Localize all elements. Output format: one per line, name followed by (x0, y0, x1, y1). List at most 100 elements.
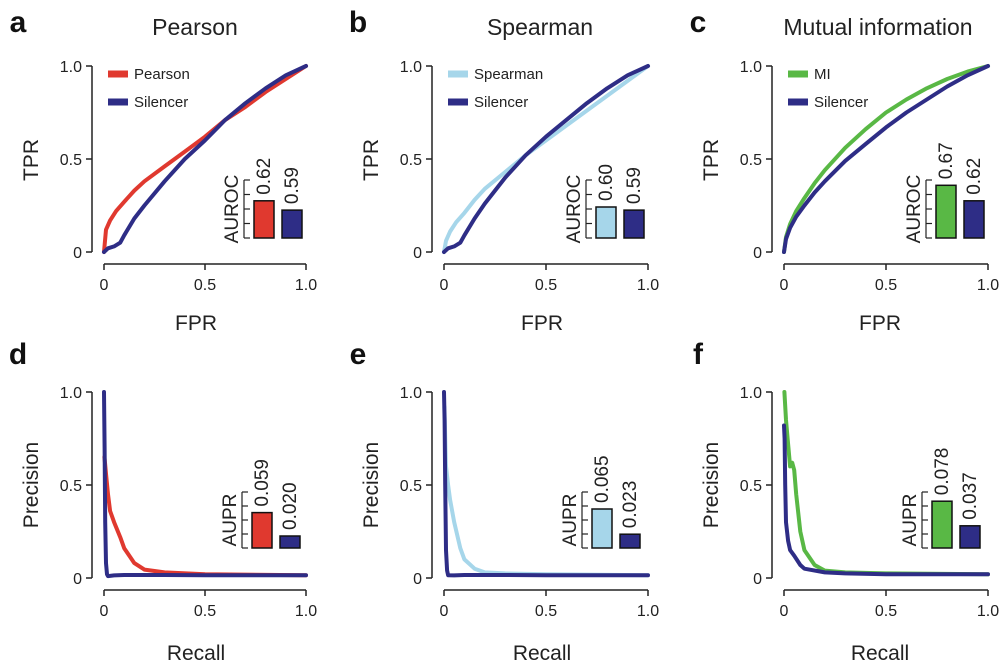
inset-value-label: 0.62 (964, 158, 985, 195)
y-axis-label: TPR (360, 139, 383, 181)
panel-f: f 0 0 0.5 0.5 1.0 1.0 Recall Precision AUPR 0.078 0… (693, 338, 999, 665)
x-tick-label: 1.0 (977, 277, 999, 294)
y-tick-label: 1.0 (740, 385, 762, 402)
inset-bar-silencer (623, 209, 645, 239)
inset-bar-silencer (281, 209, 303, 239)
panel-c: c Mutual information 0 0 0.5 0.5 1.0 1.0 FPR TPR M… (690, 6, 1000, 335)
panel-label: d (9, 338, 27, 371)
x-tick-label: 1.0 (295, 277, 317, 294)
x-tick-label: 0.5 (535, 603, 557, 620)
inset-value-label: 0.020 (280, 482, 301, 530)
series-line-mi (782, 64, 990, 254)
x-tick-label: 1.0 (295, 603, 317, 620)
y-tick-label: 0.5 (400, 478, 422, 495)
legend-label: Silencer (474, 94, 528, 111)
inset-bar-method (251, 511, 273, 549)
panel-a: a Pearson 0 0 0.5 0.5 1.0 1.0 FPR TPR Pearson Silen… (10, 6, 318, 335)
x-tick-label: 0.5 (194, 603, 216, 620)
legend-label: Silencer (134, 94, 188, 111)
inset-value-label: 0.59 (624, 167, 645, 204)
series-line-silencer (102, 64, 308, 254)
legend-label: Silencer (814, 94, 868, 111)
inset-bar-silencer (279, 535, 301, 549)
inset-bar-silencer (963, 200, 985, 239)
series-line-spearman (442, 404, 650, 578)
x-tick-label: 1.0 (977, 603, 999, 620)
y-tick-label: 1.0 (740, 59, 762, 76)
x-tick-label: 0 (780, 603, 789, 620)
y-axis-label: Precision (360, 442, 383, 528)
y-tick-label: 0 (753, 571, 762, 588)
legend-label: MI (814, 66, 831, 83)
x-tick-label: 0.5 (875, 277, 897, 294)
inset-bar-silencer (619, 533, 641, 549)
inset-bar-method (253, 200, 275, 239)
x-axis-label: FPR (859, 312, 901, 335)
y-axis-label: TPR (700, 139, 723, 181)
y-tick-label: 1.0 (400, 59, 422, 76)
x-tick-label: 0 (440, 277, 449, 294)
y-tick-label: 0 (413, 571, 422, 588)
inset-value-label: 0.60 (596, 164, 617, 201)
inset-bar-method (595, 206, 617, 239)
panel-label: e (350, 338, 367, 371)
panel-d: d 0 0 0.5 0.5 1.0 1.0 Recall Precision AUPR 0.059 0… (9, 338, 317, 665)
y-tick-label: 0 (73, 245, 82, 262)
y-tick-label: 0 (73, 571, 82, 588)
inset-bar-method (931, 500, 953, 549)
panel-label: b (349, 6, 367, 39)
inset-value-label: 0.023 (620, 481, 641, 529)
inset-metric-label: AUPR (220, 494, 241, 547)
y-tick-label: 0 (753, 245, 762, 262)
x-tick-label: 0 (440, 603, 449, 620)
inset-value-label: 0.59 (282, 167, 303, 204)
series-line-pearson (102, 455, 308, 578)
x-tick-label: 0 (100, 603, 109, 620)
inset-value-label: 0.078 (932, 448, 953, 496)
y-axis-label: Precision (20, 442, 43, 528)
panel-label: a (10, 6, 27, 39)
inset-bar-silencer (959, 525, 981, 549)
inset-bar-method (591, 508, 613, 549)
x-axis-label: FPR (175, 312, 217, 335)
panel-label: f (693, 338, 704, 371)
series-line-silencer (102, 390, 308, 579)
inset-value-label: 0.037 (960, 472, 981, 520)
x-axis-label: Recall (513, 642, 571, 665)
panel-title: Spearman (487, 14, 593, 40)
panel-title: Mutual information (783, 14, 972, 40)
inset-metric-label: AUPR (560, 494, 581, 547)
x-tick-label: 1.0 (637, 277, 659, 294)
panel-label: c (690, 6, 707, 39)
panel-e: e 0 0 0.5 0.5 1.0 1.0 Recall Precision AUPR 0.065 0… (350, 338, 660, 665)
y-tick-label: 0.5 (740, 478, 762, 495)
y-tick-label: 0 (413, 245, 422, 262)
x-tick-label: 0 (100, 277, 109, 294)
series-line-silencer (442, 390, 650, 578)
series-line-silencer (782, 423, 990, 577)
y-tick-label: 0.5 (60, 478, 82, 495)
y-tick-label: 0.5 (60, 152, 82, 169)
y-tick-label: 1.0 (400, 385, 422, 402)
y-tick-label: 1.0 (60, 59, 82, 76)
y-tick-label: 0.5 (400, 152, 422, 169)
series-line-mi (782, 390, 990, 577)
inset-value-label: 0.62 (254, 158, 275, 195)
inset-metric-label: AUROC (222, 175, 243, 244)
x-tick-label: 0.5 (535, 277, 557, 294)
y-tick-label: 1.0 (60, 385, 82, 402)
panel-b: b Spearman 0 0 0.5 0.5 1.0 1.0 FPR TPR Spearman Sil… (349, 6, 659, 335)
x-tick-label: 0.5 (875, 603, 897, 620)
series-line-pearson (102, 64, 308, 254)
panel-title: Pearson (152, 14, 238, 40)
y-tick-label: 0.5 (740, 152, 762, 169)
inset-metric-label: AUPR (900, 494, 921, 547)
series-line-spearman (442, 64, 650, 254)
series-line-silencer (782, 64, 990, 254)
legend-label: Pearson (134, 66, 190, 83)
legend-label: Spearman (474, 66, 543, 83)
x-tick-label: 1.0 (637, 603, 659, 620)
x-axis-label: Recall (167, 642, 225, 665)
inset-metric-label: AUROC (564, 175, 585, 244)
